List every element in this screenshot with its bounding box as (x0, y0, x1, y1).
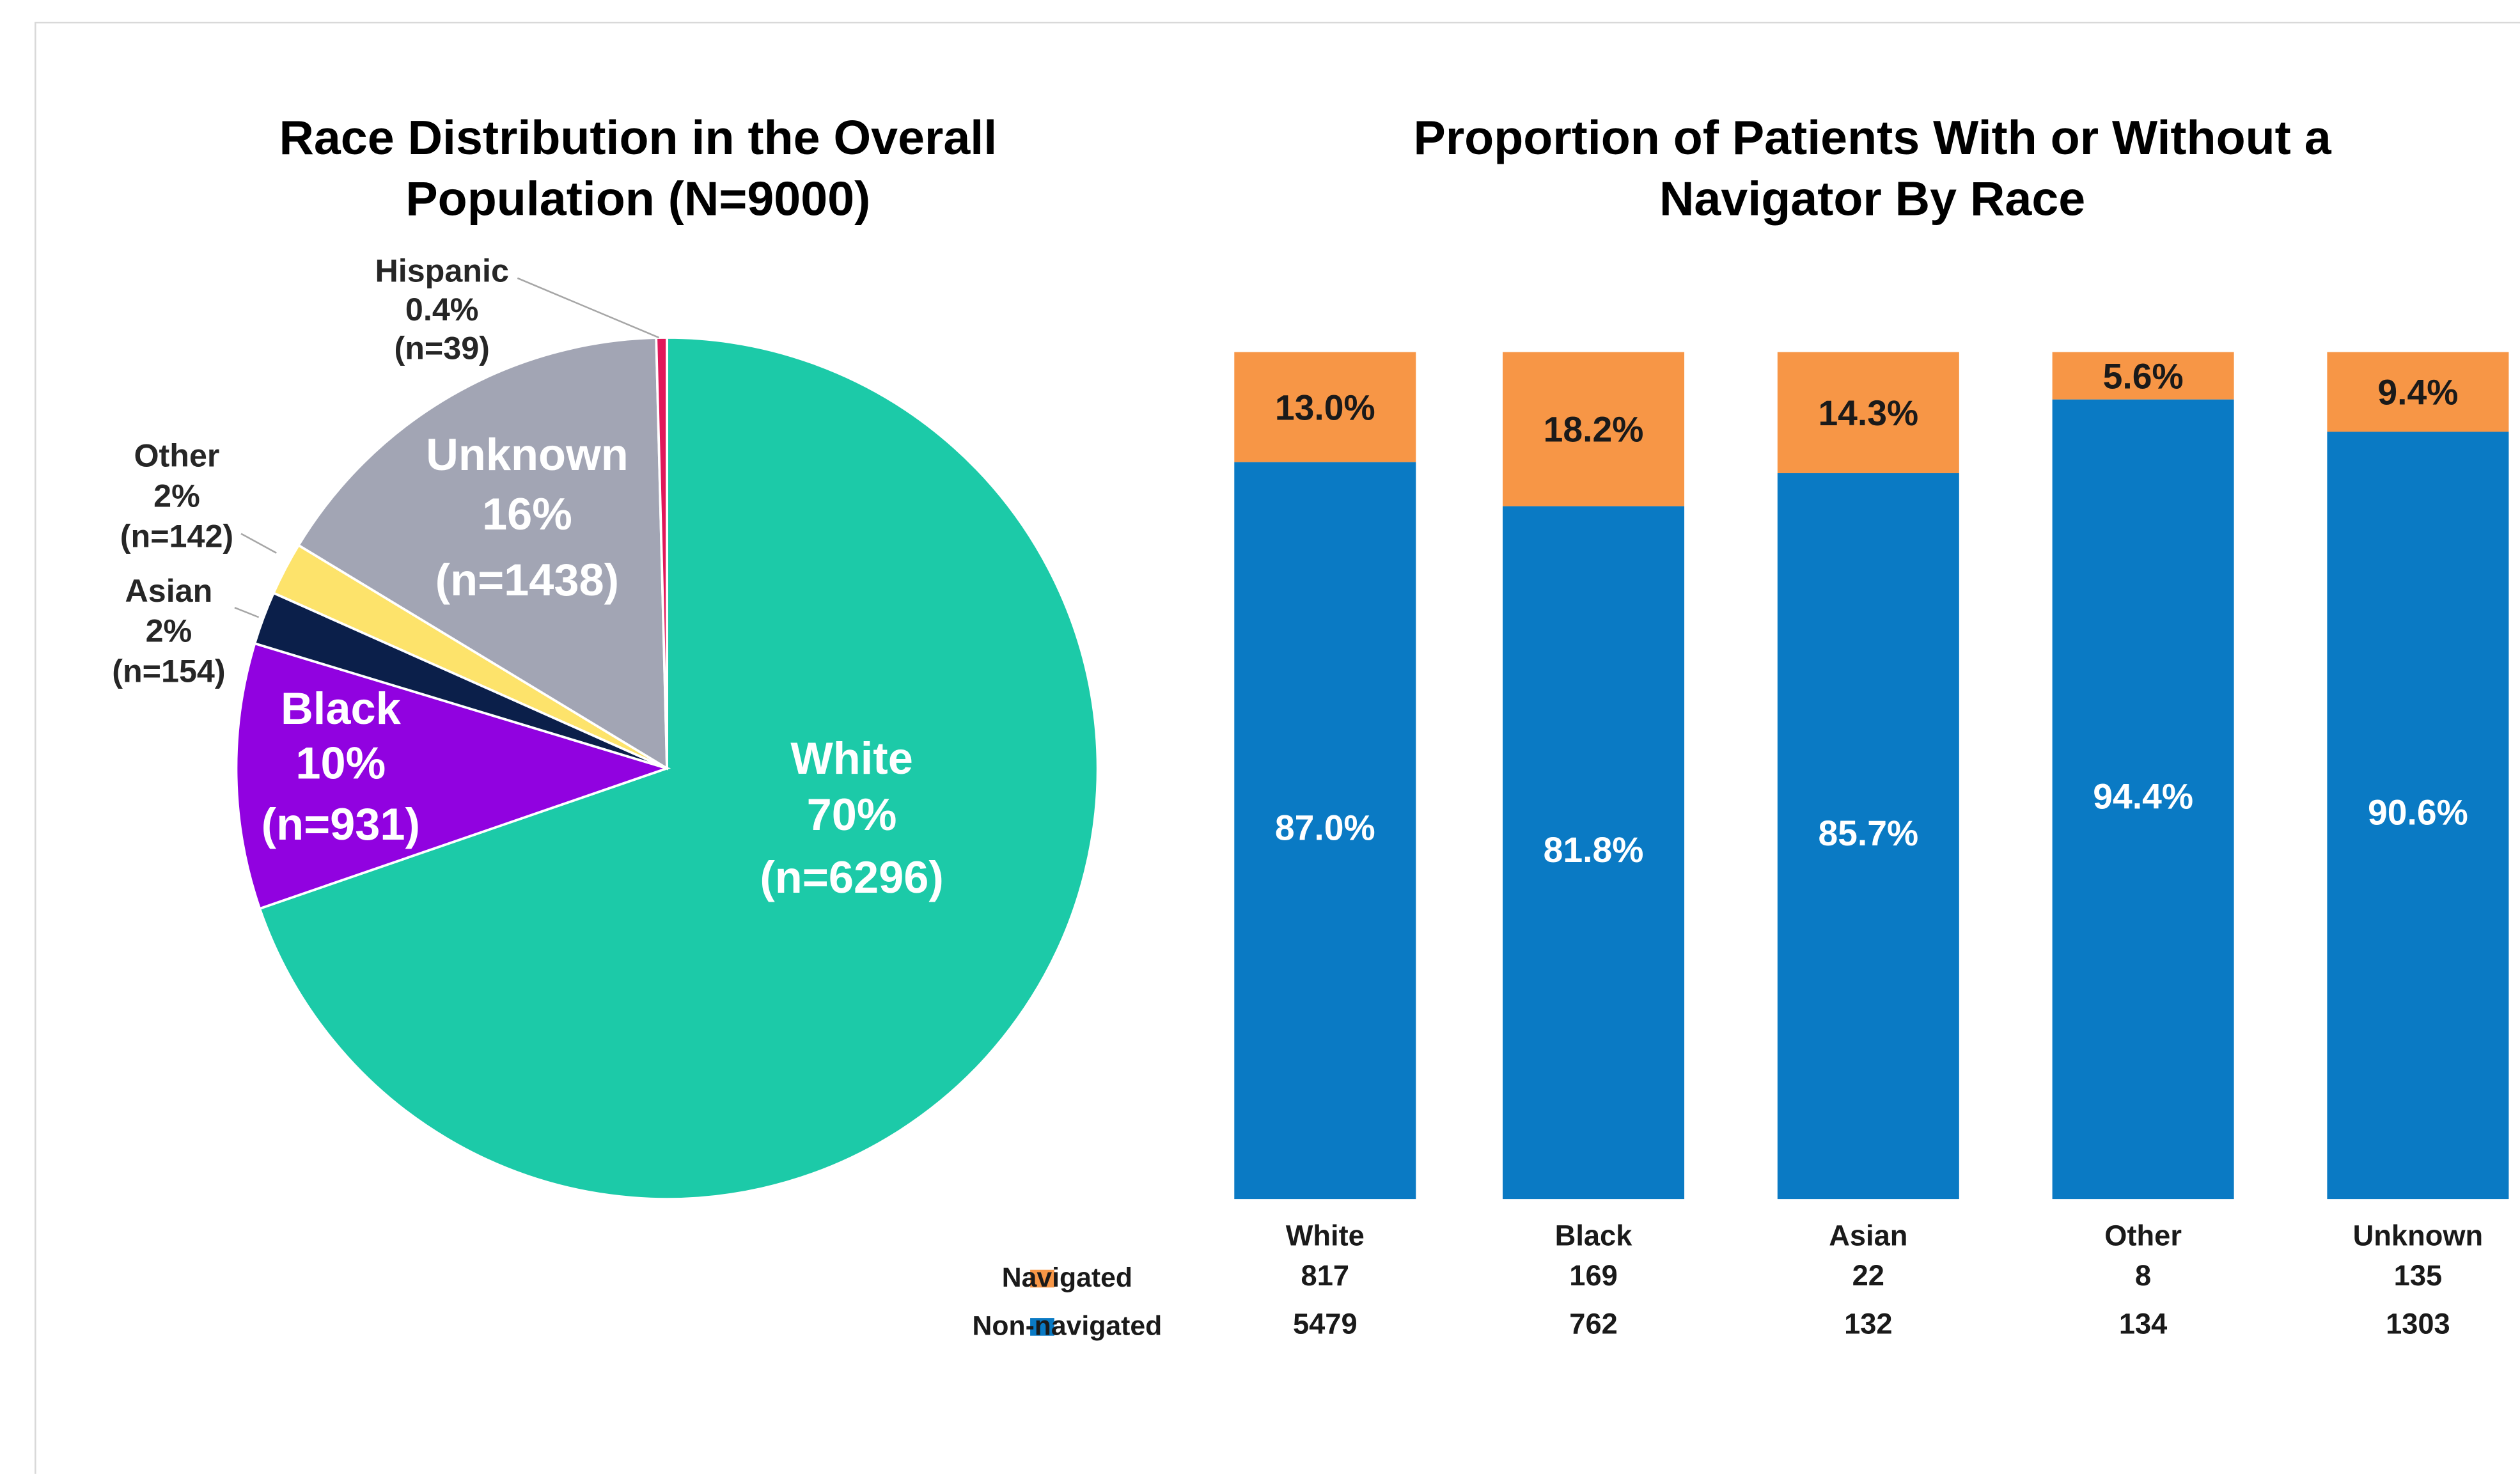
x-tick-label: Unknown (2353, 1219, 2484, 1251)
pie-slice (258, 336, 1099, 1200)
table-count: 134 (2119, 1308, 2167, 1340)
bar-segment (2327, 432, 2509, 1200)
slice-value-label: 10% (295, 738, 386, 788)
slice-count-label: (n=6296) (760, 852, 943, 902)
slice-value-label: 70% (807, 789, 897, 840)
bar-value-label: 90.6% (2368, 793, 2468, 833)
slice-value-label: 0.4% (405, 292, 479, 327)
slice-count-label: (n=931) (262, 799, 420, 849)
slice-value-label: 2% (146, 613, 192, 649)
table-count: 762 (1569, 1308, 1617, 1340)
slice-label: Asian (125, 573, 212, 609)
chart-title: Navigator By Race (1659, 172, 2085, 226)
bar-value-label: 87.0% (1275, 808, 1375, 848)
pie-slice (655, 336, 668, 769)
bar-value-label: 5.6% (2103, 356, 2184, 396)
bar-segment (1777, 473, 1959, 1200)
frame (35, 22, 2520, 1474)
x-tick-label: Other (2104, 1219, 2182, 1251)
table-count: 1303 (2386, 1308, 2450, 1340)
pie-slice (297, 336, 669, 771)
bar-value-label: 9.4% (2377, 372, 2458, 412)
pie-slice (235, 641, 671, 911)
legend-swatch (1030, 1318, 1054, 1336)
chart-title: Proportion of Patients With or Without a (1414, 111, 2332, 164)
chart-title: Population (N=9000) (405, 172, 870, 226)
slice-value-label: 16% (482, 489, 572, 539)
x-tick-label: White (1286, 1219, 1365, 1251)
bar-segment (2052, 352, 2234, 400)
bar-segment (1234, 352, 1416, 462)
leader-line (240, 533, 277, 554)
bar-value-label: 94.4% (2093, 777, 2193, 817)
bar-segment (1503, 352, 1685, 506)
table-count: 817 (1301, 1259, 1349, 1292)
table-count: 132 (1844, 1308, 1892, 1340)
slice-count-label: (n=1438) (435, 554, 619, 605)
leader-line (517, 277, 659, 339)
chart-title: Race Distribution in the Overall (279, 111, 997, 164)
table-count: 8 (2135, 1259, 2151, 1292)
bar-value-label: 85.7% (1818, 813, 1918, 853)
table-count: 169 (1569, 1259, 1617, 1292)
bar-value-label: 18.2% (1544, 410, 1644, 450)
slice-count-label: (n=39) (394, 330, 489, 366)
bar-segment (1234, 462, 1416, 1200)
bar-value-label: 81.8% (1544, 830, 1644, 870)
leader-lines (234, 277, 659, 618)
table-count: 5479 (1293, 1308, 1358, 1340)
legend-label: Navigated (1002, 1262, 1132, 1293)
slice-count-label: (n=142) (120, 518, 233, 554)
x-tick-label: Black (1555, 1219, 1633, 1251)
bar-segment (2052, 399, 2234, 1200)
slice-label: White (790, 733, 912, 783)
bar-segment (2327, 352, 2509, 432)
leader-line (234, 607, 260, 618)
bar-value-label: 13.0% (1275, 388, 1375, 427)
bar-value-label: 14.3% (1818, 393, 1918, 433)
slice-value-label: 2% (153, 478, 200, 514)
table-count: 22 (1852, 1259, 1884, 1292)
legend-swatch (1030, 1269, 1054, 1288)
slice-label: Other (134, 438, 219, 474)
slice-label: Unknown (426, 429, 629, 480)
slice-count-label: (n=154) (112, 654, 225, 689)
bar-segment (1777, 352, 1959, 473)
slice-label: Black (281, 683, 402, 733)
bar-segment (1503, 506, 1685, 1200)
slice-label: Hispanic (375, 253, 508, 289)
table-count: 135 (2394, 1259, 2442, 1292)
legend-label: Non-navigated (973, 1310, 1162, 1341)
x-tick-label: Asian (1829, 1219, 1907, 1251)
